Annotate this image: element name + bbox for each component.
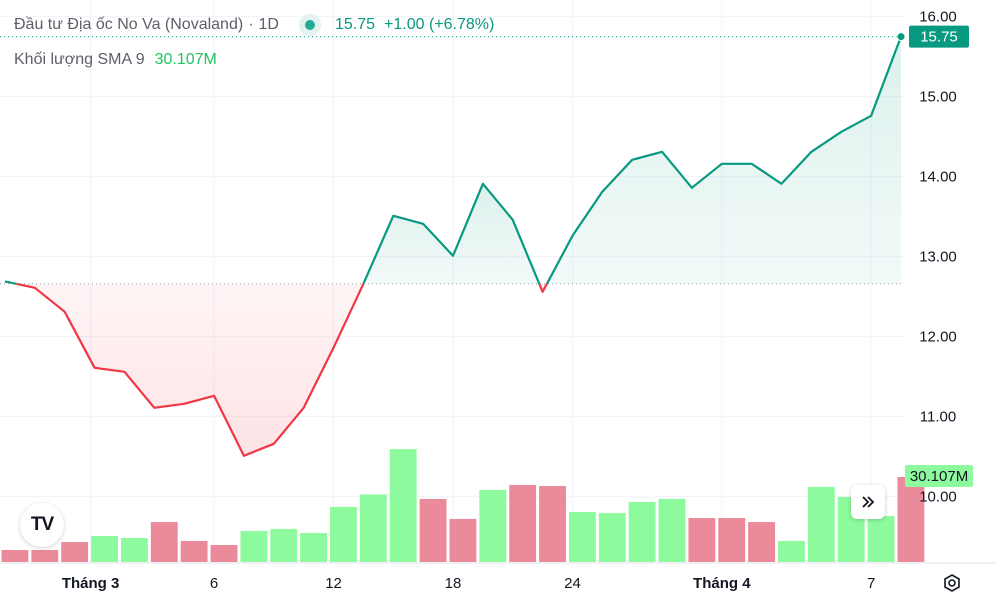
y-axis: 16.00 15.00 14.00 13.00 12.00 11.00 10.00 15.75… bbox=[905, 9, 973, 506]
volume-bar bbox=[330, 506, 357, 562]
volume-bar bbox=[658, 498, 686, 562]
legend-row-volume: Khối lượng SMA 9 30.107M bbox=[14, 50, 494, 70]
volume-bar bbox=[61, 542, 89, 562]
double-chevron-right-icon bbox=[862, 496, 875, 508]
volume-bar bbox=[449, 518, 477, 562]
volume-bar bbox=[598, 513, 626, 562]
volume-bar bbox=[210, 544, 238, 562]
volume-bar bbox=[897, 476, 925, 562]
volume-bar bbox=[479, 489, 507, 562]
x-tick-label: 24 bbox=[564, 575, 581, 592]
market-status-dot-icon bbox=[298, 14, 321, 36]
last-price: 15.75 bbox=[334, 16, 376, 33]
volume-bar bbox=[509, 484, 537, 562]
y-tick-label: 12.00 bbox=[919, 329, 957, 346]
y-tick-label: 11.00 bbox=[920, 409, 956, 426]
volume-bar bbox=[389, 449, 417, 562]
price-change: +1.00 (+6.78%) bbox=[384, 16, 495, 33]
settings-hexagon-icon bbox=[944, 574, 960, 592]
volume-bar bbox=[419, 498, 447, 562]
volume-bar bbox=[807, 486, 835, 562]
volume-bar bbox=[150, 522, 178, 562]
last-price-marker bbox=[896, 32, 906, 42]
volume-bar bbox=[31, 549, 59, 562]
y-tick-label: 13.00 bbox=[919, 249, 957, 266]
volume-bar bbox=[748, 522, 776, 562]
price-line-up bbox=[545, 36, 903, 285]
area-above-baseline bbox=[546, 36, 901, 284]
legend-row-symbol: Đầu tư Địa ốc No Va (Novaland) · 1D 15.7… bbox=[14, 14, 494, 36]
volume-indicator-value: 30.107M bbox=[154, 51, 217, 68]
volume-bar bbox=[120, 537, 148, 562]
x-tick-label: 18 bbox=[445, 575, 462, 592]
volume-bar bbox=[300, 532, 328, 562]
volume-bar bbox=[539, 486, 566, 562]
x-tick-label: 6 bbox=[210, 575, 218, 592]
price-line-up bbox=[362, 182, 541, 285]
price-line-down bbox=[538, 283, 548, 293]
volume-bar bbox=[240, 530, 268, 562]
y-tick-label: 16.00 bbox=[919, 9, 957, 26]
volume-bar bbox=[867, 515, 895, 562]
interval-separator: · bbox=[248, 16, 254, 33]
chart-settings-button[interactable] bbox=[938, 569, 966, 597]
volume-bars bbox=[1, 449, 925, 562]
scroll-to-realtime-button[interactable] bbox=[851, 485, 885, 519]
y-tick-label: 10.00 bbox=[919, 489, 957, 506]
y-tick-label: 15.00 bbox=[919, 89, 957, 106]
x-tick-label: Tháng 4 bbox=[693, 575, 751, 592]
volume-bar bbox=[688, 518, 716, 562]
logo-text: TV bbox=[30, 514, 54, 535]
volume-bar bbox=[568, 511, 596, 562]
x-tick-label: Tháng 3 bbox=[62, 575, 120, 592]
last-price-axis-label: 15.75 bbox=[920, 29, 958, 46]
price-line bbox=[0, 32, 906, 457]
interval-label[interactable]: 1D bbox=[258, 16, 279, 33]
tradingview-logo[interactable]: TV bbox=[20, 503, 64, 547]
price-line-up bbox=[4, 280, 17, 285]
y-tick-label: 14.00 bbox=[919, 169, 957, 186]
area-below-baseline bbox=[16, 283, 364, 456]
volume-bar bbox=[718, 518, 746, 562]
symbol-name[interactable]: Đầu tư Địa ốc No Va (Novaland) bbox=[14, 16, 244, 33]
last-price-axis-label-bg bbox=[909, 25, 969, 48]
volume-bar bbox=[1, 549, 29, 562]
area-above-baseline bbox=[363, 183, 540, 284]
volume-bar bbox=[91, 535, 118, 562]
volume-bar bbox=[359, 494, 387, 562]
price-area bbox=[5, 36, 901, 456]
chart-legend: Đầu tư Địa ốc No Va (Novaland) · 1D 15.7… bbox=[14, 14, 494, 70]
volume-indicator-label[interactable]: Khối lượng SMA 9 bbox=[14, 51, 145, 68]
volume-bar bbox=[628, 501, 656, 562]
x-axis: Tháng 3 6 12 18 24 Tháng 4 7 bbox=[0, 562, 996, 592]
volume-bar bbox=[180, 540, 208, 562]
volume-axis-label: 30.107M bbox=[910, 468, 968, 485]
volume-bar bbox=[778, 540, 805, 562]
x-tick-label: 7 bbox=[867, 575, 875, 592]
volume-axis-label-bg bbox=[905, 465, 973, 487]
volume-bar bbox=[270, 528, 298, 562]
x-tick-label: 12 bbox=[325, 575, 342, 592]
price-line-down bbox=[15, 282, 365, 457]
